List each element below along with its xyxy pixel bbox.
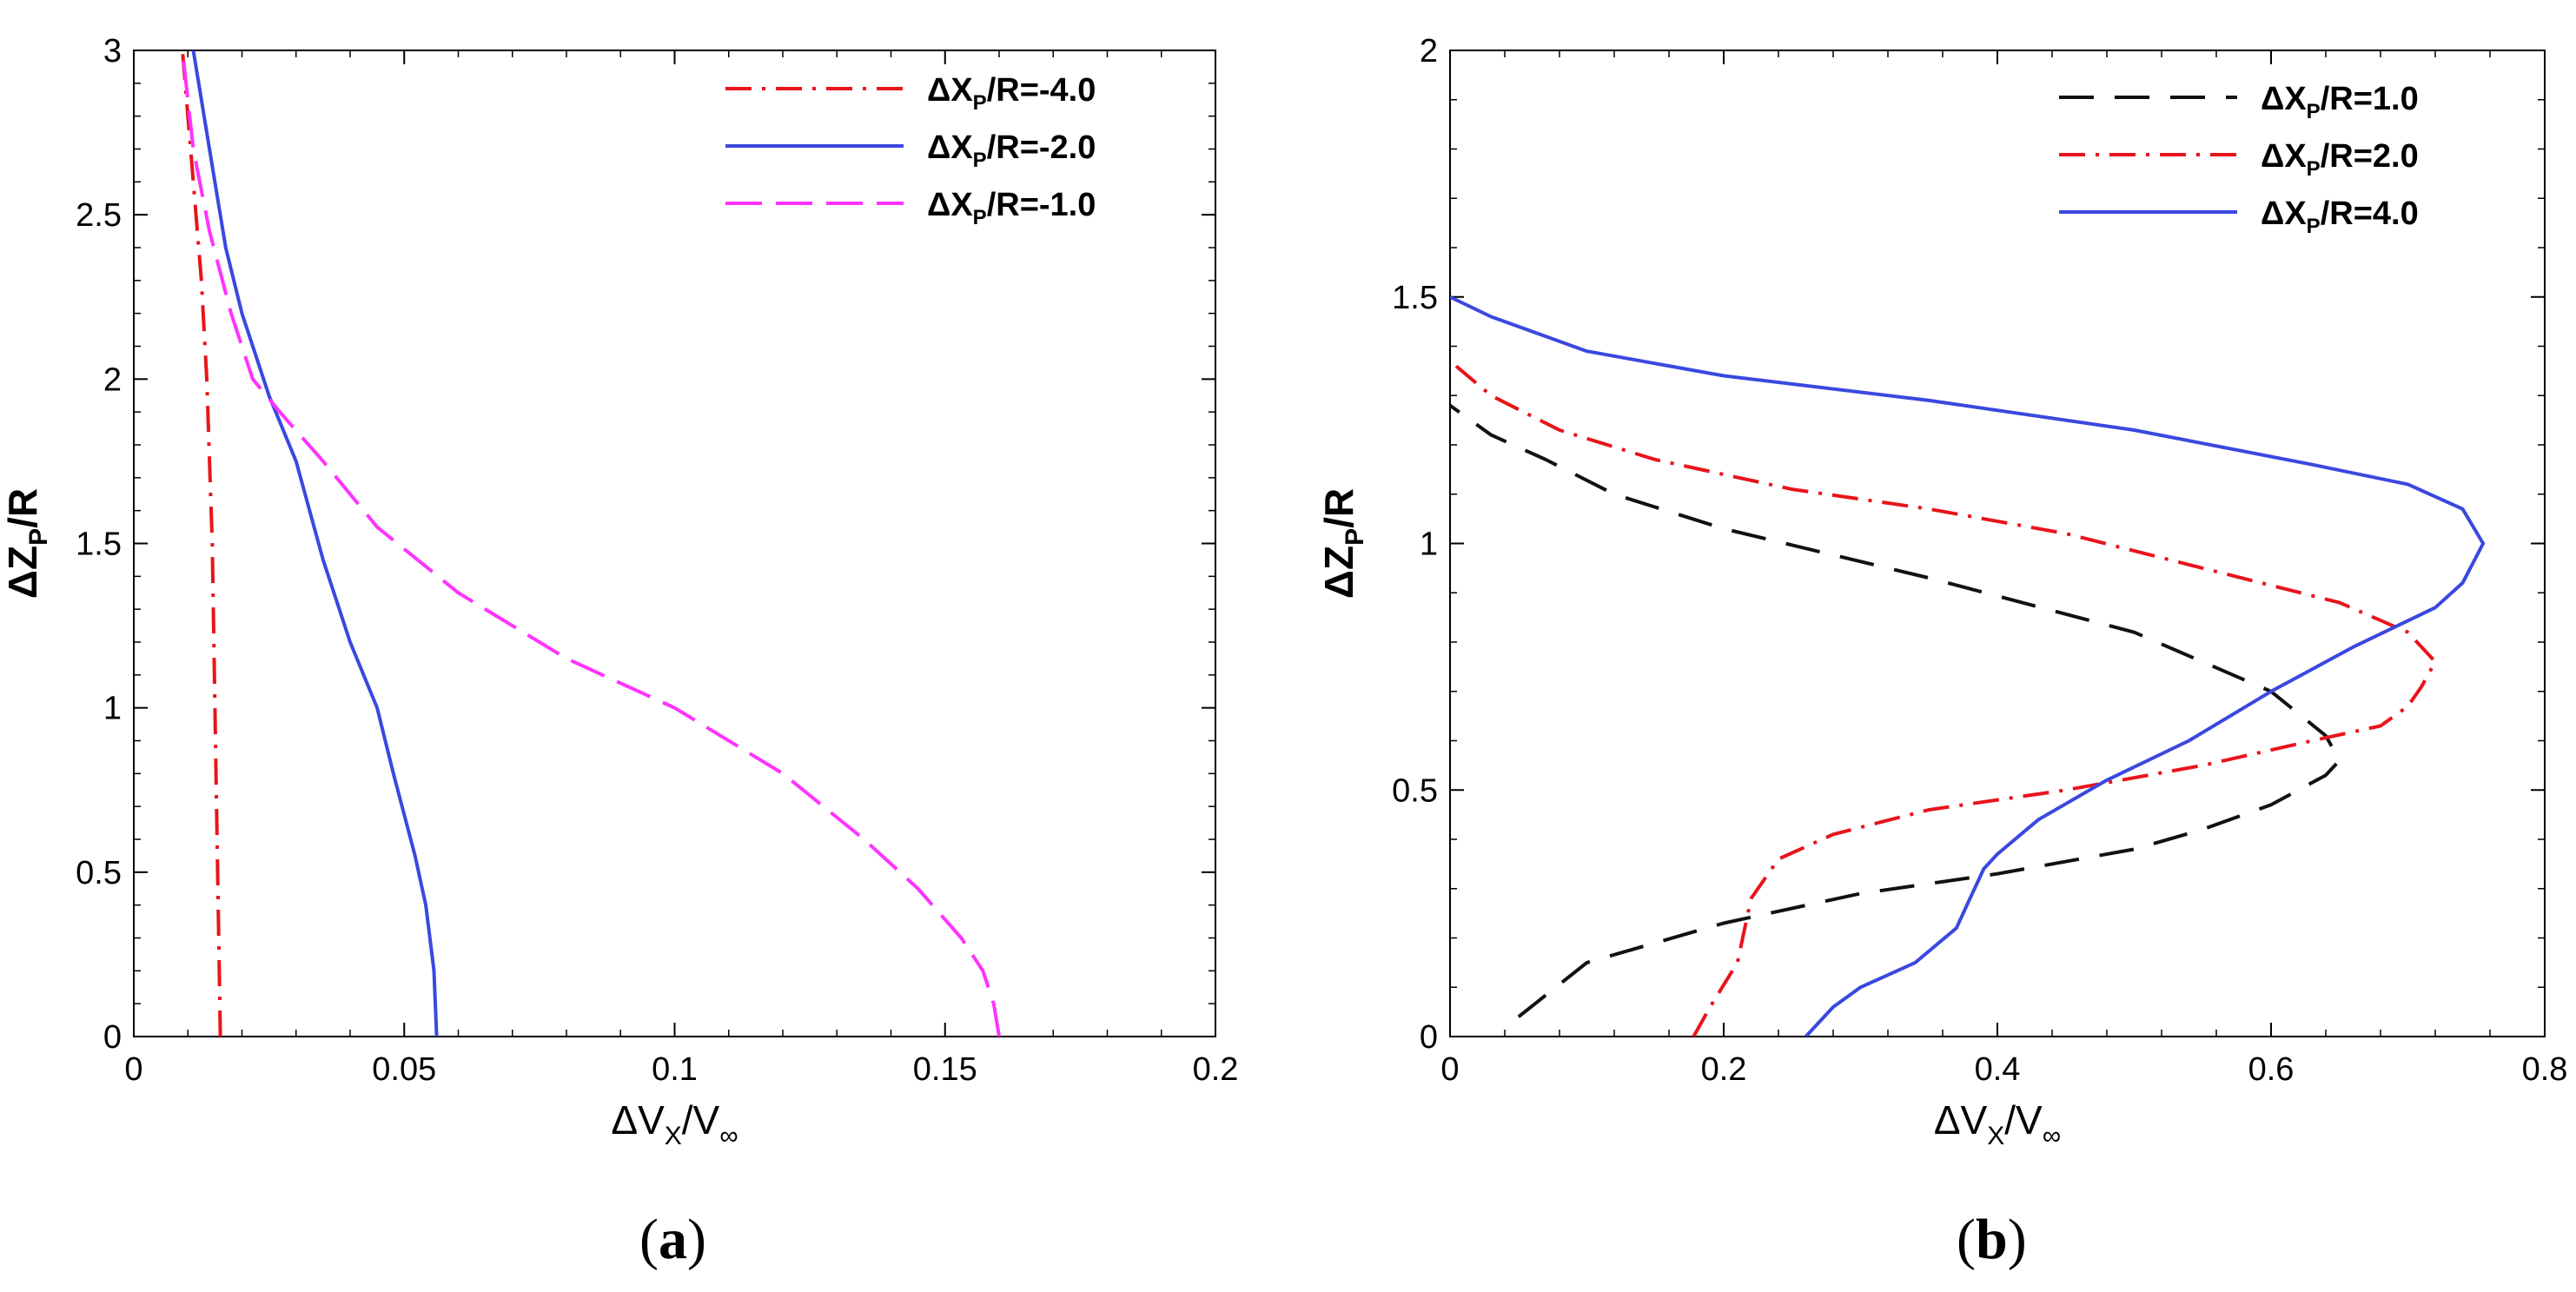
- x-tick-label: 0.05: [372, 1051, 436, 1088]
- legend-label-3: ΔXP/R=4.0: [2261, 195, 2419, 238]
- series-line-3: [1450, 295, 2486, 1037]
- y-tick-label: 1.5: [1392, 280, 1438, 316]
- y-tick-label: 0.5: [1392, 772, 1438, 809]
- legend-label-1: ΔXP/R=-4.0: [927, 72, 1096, 115]
- y-tick-label: 0.5: [76, 855, 122, 891]
- series-line-1: [181, 50, 222, 1037]
- x-tick-label: 0.1: [652, 1051, 698, 1088]
- y-tick-label: 1: [103, 691, 122, 727]
- y-tick-label: 2.5: [76, 197, 122, 234]
- y-tick-label: 2: [1420, 33, 1438, 70]
- legend-label-3: ΔXP/R=-1.0: [927, 187, 1096, 229]
- y-tick-label: 1.5: [76, 527, 122, 563]
- series-line-3: [181, 50, 1001, 1037]
- legend-label-1: ΔXP/R=1.0: [2261, 81, 2419, 123]
- series-line-1: [1450, 403, 2341, 1018]
- y-tick-label: 1: [1420, 527, 1438, 563]
- x-tick-label: 0.4: [1975, 1051, 2021, 1088]
- series-line-2: [1450, 359, 2437, 1037]
- y-axis-title: ΔZP/R: [1316, 488, 1369, 599]
- panel-a: 0 0.05 0.1 0.15 0.2 0 0.5 1 1.5 2 2.5 3 ΔVX/V∞ ΔZP/R Δ…: [0, 33, 1238, 1271]
- y-tick-label: 3: [103, 33, 122, 70]
- y-tick-label: 2: [103, 361, 122, 398]
- y-tick-label: 0: [103, 1019, 122, 1056]
- x-tick-label: 0.6: [2248, 1051, 2295, 1088]
- panel-b: 0 0.2 0.4 0.6 0.8 0 0.5 1 1.5 2 ΔVX/V∞ ΔZP/R ΔXP/R=1…: [1316, 33, 2567, 1271]
- x-tick-label: 0.2: [1193, 1051, 1239, 1088]
- x-tick-label: 0.15: [913, 1051, 977, 1088]
- panel-label: (b): [1957, 1208, 2027, 1271]
- x-axis-title: ΔVX/V∞: [1934, 1097, 2061, 1150]
- legend-label-2: ΔXP/R=-2.0: [927, 129, 1096, 172]
- x-tick-label: 0: [1440, 1051, 1459, 1088]
- x-axis-title: ΔVX/V∞: [611, 1097, 738, 1150]
- panel-label: (a): [639, 1208, 706, 1271]
- x-tick-label: 0.8: [2522, 1051, 2568, 1088]
- series-line-2: [191, 50, 439, 1037]
- y-axis-title: ΔZP/R: [0, 488, 53, 599]
- x-tick-label: 0.2: [1701, 1051, 1747, 1088]
- legend-label-2: ΔXP/R=2.0: [2261, 138, 2419, 181]
- y-tick-label: 0: [1420, 1019, 1438, 1056]
- x-tick-label: 0: [124, 1051, 142, 1088]
